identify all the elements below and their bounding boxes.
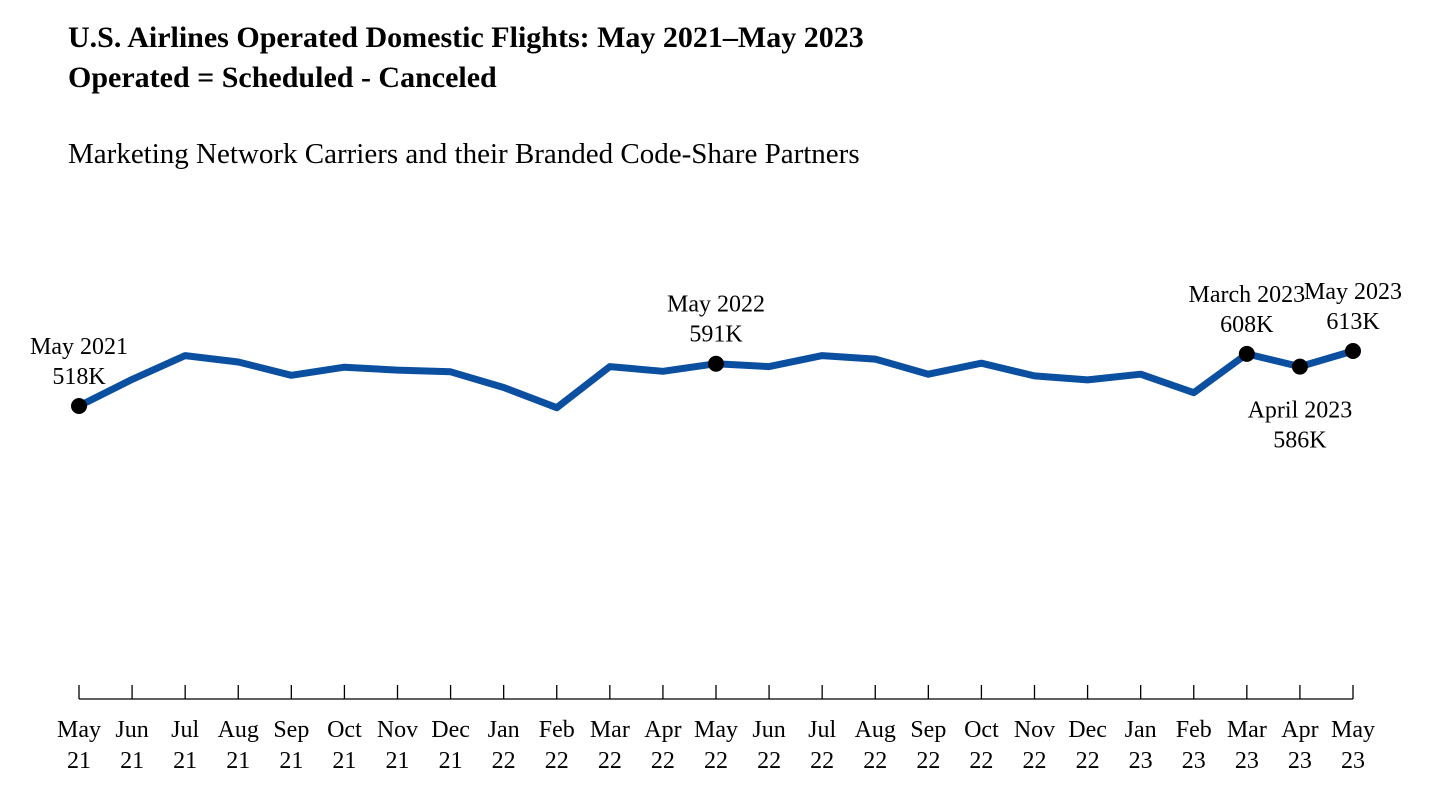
chart-title-line-2: Operated = Scheduled - Canceled — [68, 61, 497, 94]
chart-subtitle: Marketing Network Carriers and their Bra… — [68, 138, 860, 170]
data-point-marker — [708, 355, 724, 372]
x-tick-label-month: Oct — [964, 717, 999, 743]
data-point-marker — [71, 398, 87, 414]
x-tick-label-year: 22 — [969, 748, 993, 774]
annotation-label: May 2023 — [1304, 279, 1402, 305]
data-point-marker — [1291, 358, 1308, 375]
x-tick-label-year: 22 — [545, 748, 569, 774]
chart-title-line-1: U.S. Airlines Operated Domestic Flights:… — [68, 21, 864, 54]
x-tick-label-year: 22 — [598, 748, 622, 774]
x-tick-label-month: Mar — [1227, 717, 1267, 743]
x-tick-label-year: 21 — [120, 748, 144, 774]
x-tick-label-year: 22 — [704, 748, 728, 774]
data-point-marker — [1238, 345, 1255, 362]
annotation-layer: May 2021 518K May 2022 591K March 2023 608K Ap… — [30, 279, 1402, 454]
x-tick-label-month: May — [694, 717, 738, 743]
chart-title: U.S. Airlines Operated Domestic Flights:… — [68, 18, 864, 98]
x-tick-label-year: 21 — [173, 748, 197, 774]
marker-layer — [71, 343, 1361, 414]
annotation-label: April 2023 — [1248, 398, 1353, 424]
x-tick-label-year: 23 — [1288, 748, 1312, 774]
x-tick-label-year: 22 — [492, 748, 516, 774]
x-tick-label-year: 23 — [1341, 748, 1365, 774]
x-axis: May 21 Jun 21 Jul 21 Aug 21 Sep 21 Oct 21 Nov 21 Dec 21… — [57, 685, 1375, 774]
x-tick-label-month: Mar — [590, 717, 630, 743]
x-tick-label-year: 21 — [226, 748, 250, 774]
x-tick-label-month: Jan — [488, 717, 520, 743]
annotation-label: March 2023 — [1189, 282, 1306, 308]
annotation-value: 591K — [689, 322, 743, 348]
x-tick-label-month: Aug — [218, 717, 259, 743]
x-tick-label-year: 22 — [757, 748, 781, 774]
x-tick-label-month: Apr — [1281, 717, 1318, 743]
x-tick-label-year: 22 — [1076, 748, 1100, 774]
x-tick-label-year: 22 — [1023, 748, 1047, 774]
annotation-value: 608K — [1220, 312, 1274, 338]
x-tick-label-year: 23 — [1129, 748, 1153, 774]
x-tick-label-month: Feb — [1176, 717, 1212, 743]
data-point-marker — [1345, 343, 1361, 359]
annotation-value: 586K — [1273, 428, 1327, 454]
x-tick-label-month: Apr — [644, 717, 681, 743]
x-tick-label-month: May — [57, 717, 101, 743]
x-tick-label-month: Dec — [1068, 717, 1107, 743]
x-tick-label-year: 22 — [810, 748, 834, 774]
x-tick-label-month: Dec — [431, 717, 470, 743]
x-tick-label-year: 22 — [651, 748, 675, 774]
x-tick-label-month: Jan — [1125, 717, 1157, 743]
annotation-label: May 2021 — [30, 334, 128, 360]
x-tick-label-year: 22 — [863, 748, 887, 774]
x-tick-label-month: Feb — [539, 717, 575, 743]
x-tick-label-month: May — [1331, 717, 1375, 743]
x-tick-label-month: Nov — [377, 717, 418, 743]
x-tick-label-month: Oct — [327, 717, 362, 743]
annotation-value: 613K — [1326, 309, 1380, 335]
x-tick-label-month: Sep — [910, 717, 946, 743]
x-tick-label-year: 21 — [279, 748, 303, 774]
x-tick-label-year: 22 — [916, 748, 940, 774]
annotation-value: 518K — [52, 364, 106, 390]
annotation-label: May 2022 — [667, 292, 765, 318]
x-tick-label-year: 21 — [332, 748, 356, 774]
x-tick-label-month: Jun — [752, 717, 785, 743]
x-tick-label-year: 23 — [1235, 748, 1259, 774]
x-tick-label-year: 21 — [439, 748, 463, 774]
x-tick-label-month: Nov — [1014, 717, 1055, 743]
x-tick-label-month: Jul — [808, 717, 836, 743]
x-tick-label-year: 21 — [67, 748, 91, 774]
x-tick-label-year: 23 — [1182, 748, 1206, 774]
x-tick-label-month: Sep — [273, 717, 309, 743]
x-tick-label-month: Aug — [855, 717, 896, 743]
x-tick-label-month: Jul — [171, 717, 199, 743]
x-tick-label-month: Jun — [115, 717, 148, 743]
x-tick-label-year: 21 — [386, 748, 410, 774]
